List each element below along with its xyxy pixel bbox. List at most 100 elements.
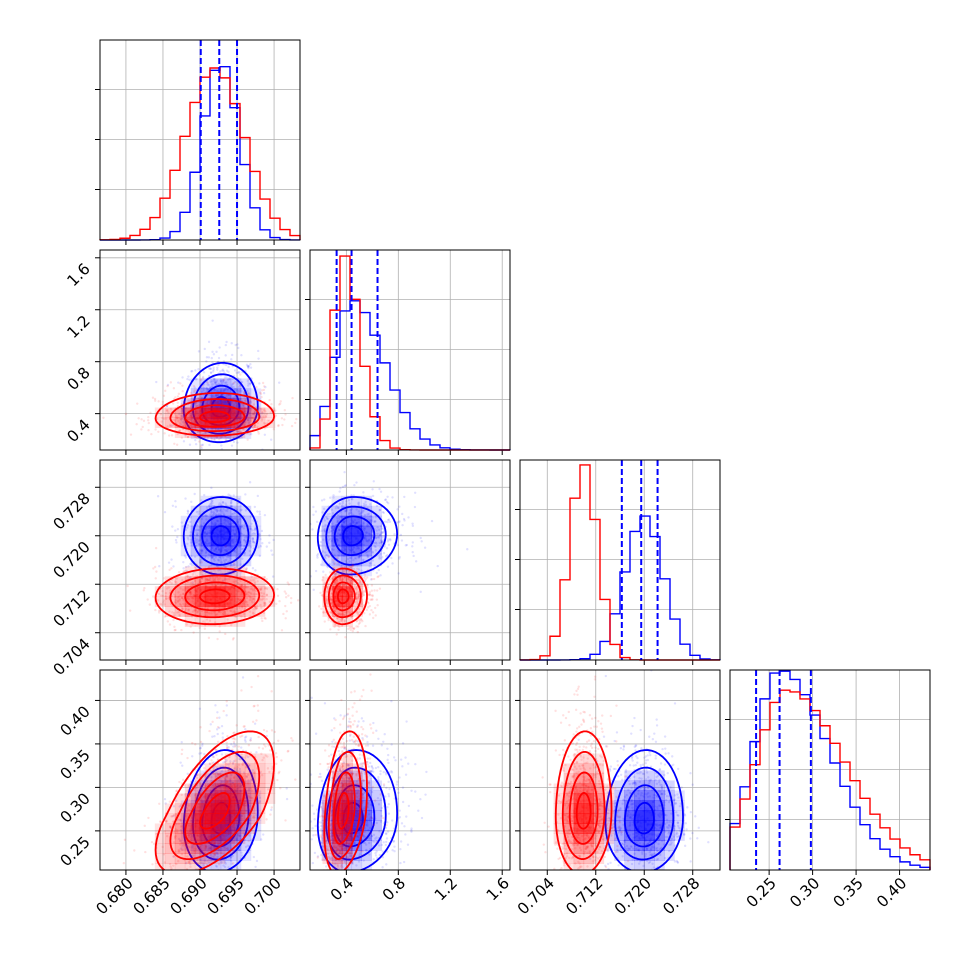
- scatter-point: [194, 402, 197, 405]
- scatter-point: [249, 546, 253, 549]
- scatter-point: [153, 399, 157, 402]
- scatter-point: [371, 594, 374, 598]
- scatter-point: [180, 521, 184, 524]
- scatter-point: [206, 393, 209, 397]
- scatter-point: [179, 414, 183, 418]
- density-cell: [250, 545, 262, 557]
- scatter-point: [259, 588, 263, 591]
- scatter-point: [223, 611, 227, 614]
- scatter-point: [248, 554, 252, 557]
- scatter-point: [274, 414, 278, 417]
- scatter-point: [367, 601, 370, 605]
- density-cell: [210, 525, 222, 537]
- scatter-point: [241, 428, 244, 431]
- scatter-point: [255, 592, 258, 596]
- density-cell: [200, 378, 212, 389]
- scatter-point: [264, 415, 268, 419]
- scatter-point: [276, 587, 279, 591]
- scatter-point: [181, 421, 185, 424]
- scatter-point: [221, 510, 224, 513]
- scatter-point: [214, 584, 217, 587]
- scatter-point: [232, 494, 235, 497]
- scatter-point: [179, 423, 182, 426]
- scatter-point: [251, 537, 255, 540]
- scatter-point: [247, 377, 250, 381]
- scatter-point: [247, 422, 251, 425]
- scatter-point: [363, 572, 367, 576]
- scatter-point: [179, 603, 183, 607]
- scatter-point: [163, 432, 166, 435]
- scatter-point: [245, 567, 248, 570]
- scatter-point: [220, 753, 224, 756]
- scatter-point: [191, 610, 195, 613]
- scatter-point: [186, 523, 190, 527]
- density-cell: [204, 397, 216, 409]
- scatter-point: [218, 556, 222, 559]
- scatter-point: [195, 567, 198, 570]
- scatter-point: [264, 617, 267, 620]
- panel-frame: [729, 669, 931, 871]
- scatter-point: [230, 623, 233, 627]
- scatter-point: [218, 630, 221, 633]
- scatter-point: [336, 560, 340, 564]
- scatter-point: [180, 410, 184, 413]
- scatter-point: [231, 564, 234, 567]
- scatter-point: [160, 594, 163, 597]
- scatter-point: [255, 607, 259, 610]
- scatter-point: [205, 555, 208, 558]
- scatter-point: [263, 575, 266, 579]
- scatter-point: [205, 518, 208, 521]
- scatter-point: [195, 563, 199, 567]
- scatter-point: [252, 608, 255, 611]
- density-cell: [254, 407, 266, 419]
- scatter-point: [200, 436, 203, 440]
- scatter-point: [224, 343, 228, 347]
- scatter-point: [221, 386, 225, 389]
- scatter-point: [207, 556, 210, 559]
- scatter-point: [304, 559, 306, 561]
- scatter-point: [202, 620, 205, 623]
- scatter-point: [213, 396, 216, 399]
- scatter-point: [253, 412, 256, 415]
- scatter-point: [311, 528, 314, 531]
- scatter-point: [226, 394, 229, 397]
- scatter-point: [240, 547, 244, 551]
- scatter-point: [167, 586, 171, 589]
- scatter-point: [188, 378, 191, 382]
- panel-frame: [309, 249, 511, 451]
- scatter-point: [177, 419, 180, 423]
- density-cell: [204, 606, 216, 617]
- scatter-point: [230, 342, 233, 345]
- scatter-point: [206, 402, 209, 406]
- scatter-point: [230, 358, 233, 361]
- scatter-point: [179, 419, 182, 422]
- scatter-point: [211, 513, 215, 517]
- scatter-point: [366, 583, 369, 587]
- scatter-point: [389, 539, 392, 542]
- scatter-point: [210, 356, 213, 360]
- scatter-point: [224, 613, 228, 616]
- scatter-point: [241, 557, 244, 560]
- scatter-point: [164, 595, 167, 598]
- density-cell: [220, 495, 232, 507]
- scatter-point: [194, 404, 197, 408]
- scatter-point: [312, 588, 315, 592]
- scatter-point: [211, 576, 215, 579]
- scatter-point: [235, 401, 238, 405]
- scatter-point: [235, 417, 238, 420]
- scatter-point: [248, 410, 251, 413]
- contour-red: [154, 392, 275, 437]
- scatter-point: [211, 361, 214, 364]
- density-cell: [200, 545, 212, 557]
- scatter-point: [168, 568, 171, 572]
- scatter-point: [287, 583, 291, 586]
- scatter-point: [222, 512, 225, 515]
- scatter-point: [188, 443, 192, 446]
- scatter-point: [244, 540, 248, 543]
- scatter-point: [182, 440, 186, 443]
- scatter-point: [165, 597, 168, 600]
- scatter-point: [191, 581, 194, 584]
- scatter-point: [243, 539, 246, 542]
- scatter-point: [257, 546, 260, 549]
- density-cell: [371, 515, 383, 527]
